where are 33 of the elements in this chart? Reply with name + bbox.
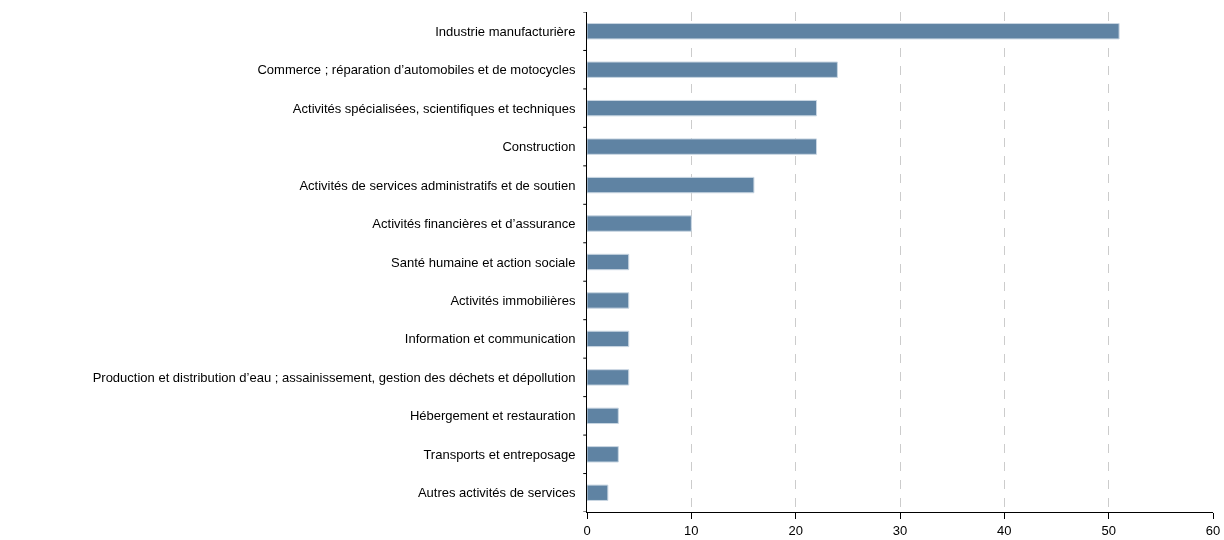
x-tick-label: 50 (1101, 522, 1116, 538)
bar (587, 61, 838, 78)
y-tick-label: Activités spécialisées, scientifiques et techniques (292, 100, 576, 116)
x-tick-label: 30 (892, 522, 908, 538)
bar (587, 330, 630, 348)
bar (587, 99, 818, 117)
y-tick-label: Hébergement et restauration (409, 408, 576, 424)
bar (587, 407, 619, 425)
bar (587, 176, 755, 194)
y-tick-label: Santé humaine et action sociale (391, 254, 576, 270)
y-tick-label: Construction (502, 139, 576, 155)
x-tick-label: 10 (684, 522, 699, 538)
y-tick-label: Autres activités de services (417, 485, 576, 501)
bar (587, 292, 630, 309)
y-tick-label: Activités immobilières (450, 293, 576, 309)
x-tick-label: 20 (788, 522, 803, 538)
x-tick-label: 60 (1205, 522, 1221, 538)
x-tick-label: 0 (583, 522, 591, 538)
y-tick-label: Information et communication (404, 331, 576, 347)
bar (587, 253, 630, 271)
bar (587, 446, 619, 463)
x-tick-label: 40 (997, 522, 1012, 538)
bar (587, 215, 692, 232)
y-tick-label: Activités financières et d’assurance (372, 216, 576, 232)
bar (587, 23, 1120, 40)
bar (587, 484, 609, 501)
y-tick-label: Production et distribution d’eau ; assainissement, gestion des déchets et dépollution (92, 369, 576, 385)
y-tick-label: Commerce ; réparation d’automobiles et de motocycles (257, 62, 576, 78)
bar (587, 138, 818, 155)
y-tick-label: Activités de services administratifs et de soutien (299, 177, 576, 193)
y-tick-label: Transports et entreposage (423, 446, 576, 462)
y-tick-label: Industrie manufacturière (435, 23, 576, 39)
bar (587, 369, 630, 386)
